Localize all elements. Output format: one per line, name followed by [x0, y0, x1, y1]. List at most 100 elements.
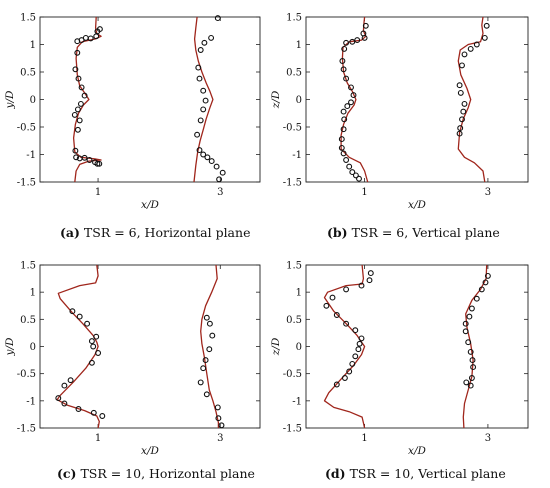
measured-point — [340, 108, 347, 115]
measured-point — [197, 47, 204, 53]
y-tick-label: -0.5 — [283, 123, 302, 134]
measured-point — [61, 400, 68, 407]
x-tick-label: 3 — [217, 187, 223, 198]
plot-frame — [305, 16, 529, 183]
measured-point — [197, 117, 204, 124]
measured-point — [96, 160, 103, 167]
measured-point — [196, 75, 203, 82]
y-axis-label: y/D — [4, 337, 16, 356]
measured-point — [75, 406, 82, 412]
y-axis-label: y/D — [4, 90, 16, 109]
measured-point — [339, 58, 346, 64]
measured-point — [195, 64, 202, 71]
measured-point — [201, 39, 208, 46]
x-tick-label: 3 — [217, 433, 223, 444]
measured-point — [356, 340, 363, 347]
y-tick-label: -1.5 — [17, 178, 36, 189]
caption-d-tag: (d) — [325, 466, 346, 481]
caption-b: (b) TSR = 6, Vertical plane — [327, 225, 500, 240]
model-line — [462, 264, 488, 429]
measured-point — [354, 37, 361, 44]
measured-point — [344, 103, 351, 110]
measured-point — [214, 404, 221, 411]
measured-point — [61, 382, 68, 389]
y-tick-label: 0 — [30, 95, 36, 106]
y-tick-label: 0 — [296, 342, 302, 353]
measured-point — [343, 39, 350, 46]
y-tick-label: 1 — [30, 40, 36, 51]
measured-point — [200, 87, 207, 94]
measured-point — [468, 305, 475, 312]
measured-point — [203, 391, 210, 398]
measured-point — [329, 294, 336, 301]
measured-point — [467, 382, 474, 389]
measured-point — [67, 377, 74, 384]
measured-point — [74, 126, 81, 133]
measured-point — [213, 163, 220, 170]
plot-frame — [39, 16, 261, 183]
caption-a-tag: (a) — [60, 225, 80, 240]
measured-point — [94, 28, 101, 35]
model-line — [200, 264, 220, 428]
measured-point — [462, 328, 469, 335]
y-tick-label: 1 — [296, 288, 302, 299]
caption-b-tag: (b) — [327, 225, 348, 240]
y-tick-label: -1 — [292, 150, 302, 161]
y-tick-label: -1 — [292, 396, 302, 407]
measured-point — [206, 346, 213, 353]
measured-point — [457, 89, 464, 96]
measured-point — [470, 364, 477, 371]
y-tick-label: 1 — [30, 288, 36, 299]
measured-point — [340, 126, 347, 133]
measured-point — [482, 279, 489, 286]
measured-point — [196, 147, 203, 154]
panel-b: 1.5 1 0.5 0 -0.5 -1 -1.5 1 3 x/D z/D — [270, 13, 529, 211]
measured-point — [208, 34, 215, 41]
model-line — [193, 16, 214, 183]
measured-point — [78, 84, 85, 91]
caption-a: (a) TSR = 6, Horizontal plane — [60, 225, 250, 240]
model-line — [56, 264, 100, 429]
caption-b-text: TSR = 6, Vertical plane — [351, 225, 500, 240]
measured-point — [208, 158, 215, 165]
x-tick-label: 1 — [95, 433, 101, 444]
x-tick-label: 3 — [485, 433, 491, 444]
measured-point — [467, 45, 474, 52]
panel-d: 1.5 1 0.5 0 -0.5 -1 -1.5 1 3 x/D z/D — [270, 261, 529, 457]
measured-point — [358, 282, 365, 289]
measured-point — [203, 314, 210, 321]
measured-point — [349, 169, 356, 176]
x-axis-label: x/D — [408, 199, 426, 211]
measured-point — [459, 62, 465, 69]
x-tick-label: 1 — [361, 433, 367, 444]
measured-point — [343, 320, 350, 327]
measured-point — [95, 350, 102, 356]
measured-point — [346, 163, 353, 170]
caption-d-text: TSR = 10, Vertical plane — [349, 466, 506, 481]
measured-point — [202, 97, 209, 104]
measured-point — [74, 49, 81, 56]
measured-point — [462, 320, 469, 327]
measured-point — [473, 41, 480, 48]
x-tick-label: 1 — [95, 187, 101, 198]
y-tick-label: 0.5 — [20, 315, 36, 326]
measured-point — [206, 320, 213, 327]
measured-point — [72, 66, 79, 73]
measured-point — [350, 92, 357, 99]
measured-point — [81, 154, 88, 161]
measured-point — [356, 175, 362, 182]
measured-point — [478, 286, 485, 293]
measured-point — [456, 82, 463, 89]
y-tick-label: 0.5 — [20, 68, 36, 79]
measured-point — [352, 327, 359, 334]
measured-point — [341, 45, 348, 52]
measured-point — [216, 176, 223, 183]
measured-point — [343, 157, 350, 163]
measured-point — [461, 100, 468, 107]
measured-point — [76, 313, 83, 320]
y-tick-label: -1 — [26, 396, 36, 407]
measured-point — [341, 116, 348, 123]
measured-point — [86, 157, 93, 163]
plot-frame — [305, 264, 529, 429]
